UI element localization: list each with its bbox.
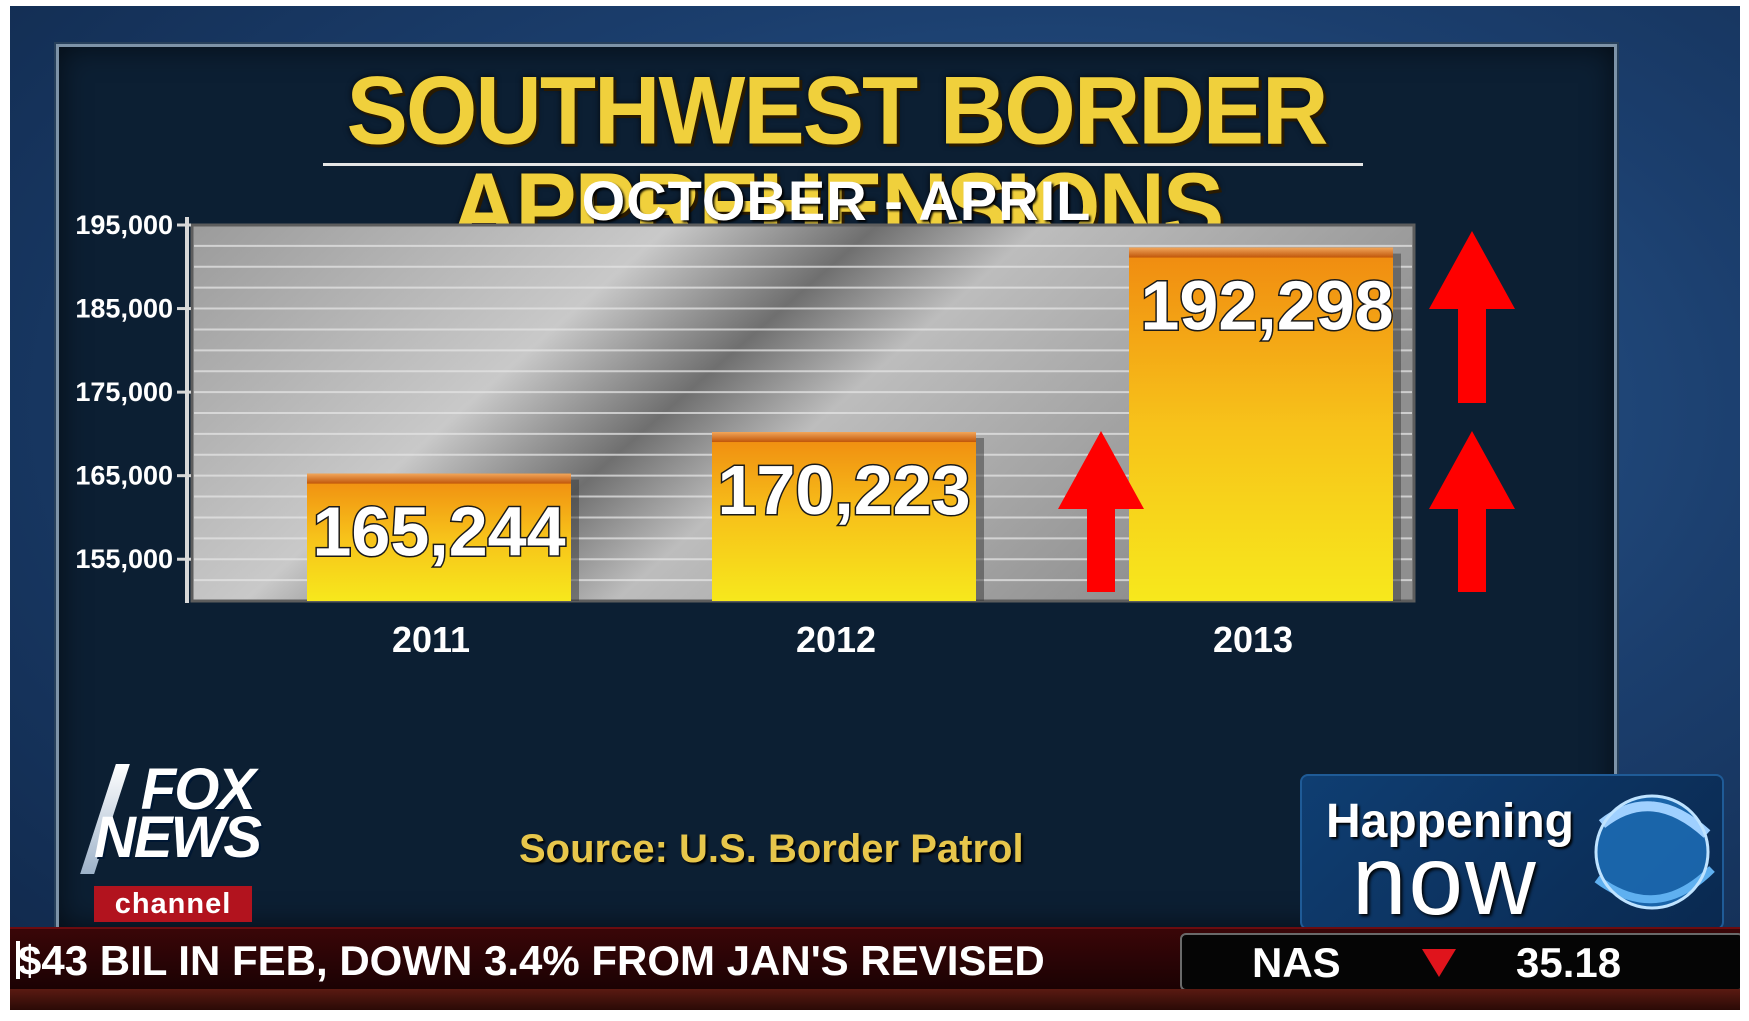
stock-ticker-box: NAS 35.18 [1180,933,1740,991]
value-labels: 165,244 170,223 192,298 [311,265,1395,572]
ticker-edge-mark [16,941,20,979]
x-tick-label: 2011 [392,619,470,660]
now-text: now [1352,825,1538,930]
red-arrows [1058,231,1515,592]
fox-news-logo: FOX NEWS channel [80,757,262,924]
source-note: Source: U.S. Border Patrol [519,827,1024,871]
logo-news-text: NEWS [94,805,262,870]
value-label: 192,298 [1140,267,1393,345]
broadcast-frame: SOUTHWEST BORDER APPREHENSIONS OCTOBER -… [10,6,1740,1010]
bar-2011 [307,473,571,601]
value-label: 165,244 [312,493,565,571]
y-tick-label: 175,000 [75,377,173,407]
bar-cap [307,473,571,484]
ticker-value: 35.18 [1516,939,1622,986]
bar-cap [1129,247,1393,258]
ticker-headline: $43 BIL IN FEB, DOWN 3.4% FROM JAN'S REV… [18,937,1045,984]
news-ticker: $43 BIL IN FEB, DOWN 3.4% FROM JAN'S REV… [10,927,1740,991]
x-tick-labels: 2011 2012 2013 [392,619,1293,660]
logo-fox-text: FOX [140,757,256,822]
title-underline [323,163,1363,166]
value-label: 170,223 [717,451,970,529]
chart-board: SOUTHWEST BORDER APPREHENSIONS OCTOBER -… [56,44,1617,930]
down-arrow-icon [1422,949,1456,977]
bar-chart: 155,000 165,000 175,000 185,000 195,000 165,… [75,210,1515,660]
ticker-symbol: NAS [1252,939,1341,986]
bars [307,247,1401,601]
chart-subtitle: OCTOBER - APRIL [581,169,1092,232]
y-tick-label: 185,000 [75,294,173,324]
y-tick-label: 195,000 [75,210,173,240]
up-arrow-icon [1429,431,1515,592]
x-tick-label: 2013 [1213,619,1293,660]
up-arrow-icon [1058,431,1144,592]
bar-2012 [712,432,976,601]
up-arrow-icon [1429,231,1515,403]
globe-swirl-icon [1594,794,1715,910]
y-tick-label: 155,000 [75,544,173,574]
y-tick-label: 165,000 [75,461,173,491]
happening-now-badge: Happening now [1300,774,1724,930]
y-tick-labels: 155,000 165,000 175,000 185,000 195,000 [75,210,191,574]
x-tick-label: 2012 [796,619,876,660]
bar-cap [712,432,976,443]
logo-channel-text: channel [94,886,252,922]
bottom-strip [10,989,1740,1010]
bar-2013 [1129,247,1393,601]
happening-text: Happening [1326,795,1574,848]
